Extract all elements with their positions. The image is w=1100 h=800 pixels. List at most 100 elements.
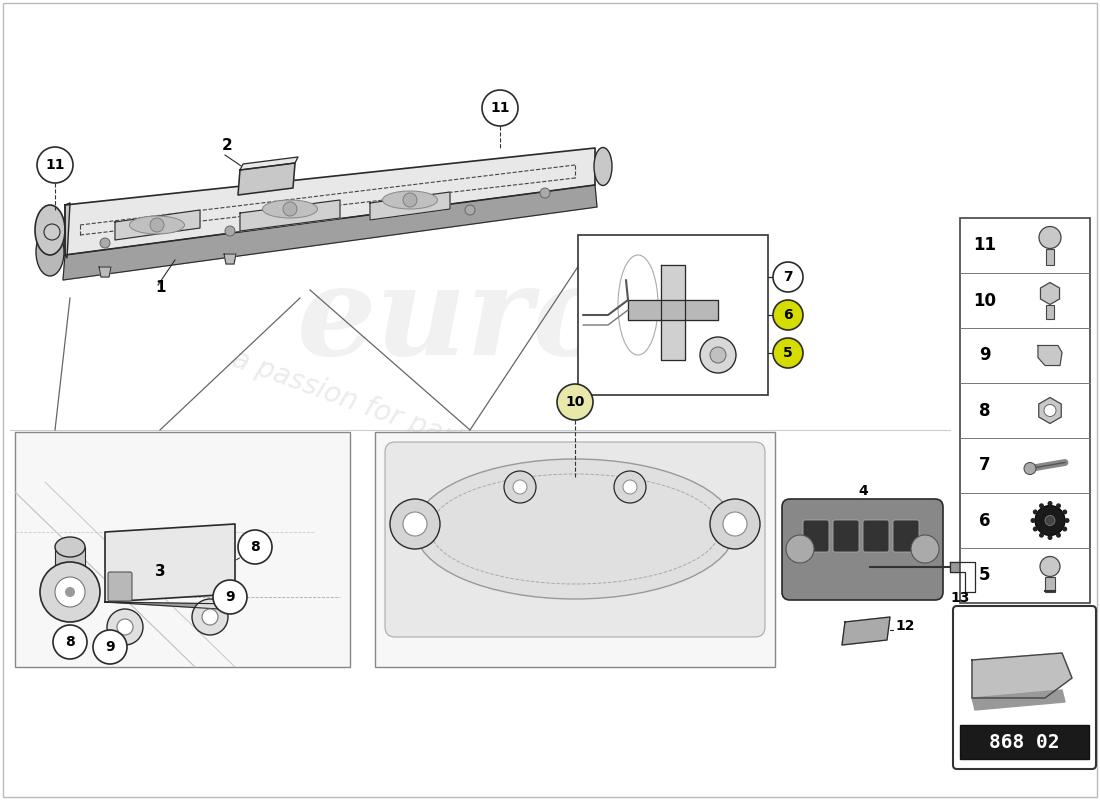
Ellipse shape [35, 205, 65, 255]
Circle shape [44, 224, 60, 240]
Polygon shape [224, 254, 236, 264]
FancyBboxPatch shape [1046, 249, 1054, 265]
Polygon shape [1038, 346, 1061, 366]
FancyBboxPatch shape [833, 520, 859, 552]
Circle shape [1047, 501, 1053, 506]
Circle shape [213, 580, 248, 614]
Text: a passion for parts since 1985: a passion for parts since 1985 [228, 345, 631, 515]
Text: 11: 11 [491, 101, 509, 115]
Text: 2: 2 [222, 138, 233, 153]
Circle shape [403, 512, 427, 536]
Circle shape [513, 480, 527, 494]
Polygon shape [950, 562, 975, 592]
Text: 7: 7 [979, 457, 991, 474]
Polygon shape [972, 690, 1065, 710]
Circle shape [1045, 515, 1055, 526]
Ellipse shape [55, 537, 85, 557]
Ellipse shape [263, 200, 318, 218]
Circle shape [1040, 503, 1044, 508]
Text: 8: 8 [250, 540, 260, 554]
Text: 8: 8 [65, 635, 75, 649]
Text: 7: 7 [783, 270, 793, 284]
Circle shape [55, 577, 85, 607]
Circle shape [1033, 510, 1037, 514]
Circle shape [202, 609, 218, 625]
Polygon shape [972, 653, 1072, 698]
FancyBboxPatch shape [803, 520, 829, 552]
Polygon shape [65, 203, 70, 258]
Circle shape [1040, 533, 1044, 538]
Circle shape [614, 471, 646, 503]
FancyBboxPatch shape [1045, 577, 1055, 591]
Polygon shape [65, 148, 595, 255]
Text: 5: 5 [783, 346, 793, 360]
Polygon shape [99, 267, 111, 277]
Circle shape [540, 188, 550, 198]
Circle shape [557, 384, 593, 420]
FancyBboxPatch shape [960, 725, 1089, 759]
Circle shape [1035, 506, 1065, 535]
Polygon shape [370, 192, 450, 220]
Circle shape [100, 238, 110, 248]
Circle shape [623, 480, 637, 494]
Text: 13: 13 [950, 591, 969, 605]
Circle shape [403, 193, 417, 207]
Text: 9: 9 [226, 590, 234, 604]
Polygon shape [661, 265, 685, 360]
Circle shape [1056, 533, 1062, 538]
Polygon shape [63, 185, 597, 280]
Circle shape [1033, 526, 1037, 531]
FancyBboxPatch shape [108, 572, 132, 601]
Circle shape [786, 535, 814, 563]
Text: 10: 10 [974, 291, 997, 310]
Circle shape [53, 625, 87, 659]
FancyBboxPatch shape [953, 606, 1096, 769]
FancyBboxPatch shape [375, 432, 776, 667]
Text: 12: 12 [895, 619, 914, 633]
Circle shape [465, 205, 475, 215]
Text: 1: 1 [155, 280, 165, 295]
FancyBboxPatch shape [960, 218, 1090, 603]
Circle shape [723, 512, 747, 536]
Circle shape [1040, 557, 1060, 577]
Polygon shape [116, 210, 200, 240]
Circle shape [1063, 526, 1067, 531]
Circle shape [773, 338, 803, 368]
FancyBboxPatch shape [1046, 305, 1054, 318]
Circle shape [238, 530, 272, 564]
Circle shape [773, 262, 803, 292]
Polygon shape [240, 200, 340, 231]
Ellipse shape [594, 147, 612, 186]
Ellipse shape [383, 191, 438, 209]
Polygon shape [842, 617, 890, 645]
Circle shape [150, 218, 164, 232]
Polygon shape [238, 163, 295, 195]
Circle shape [504, 471, 536, 503]
FancyBboxPatch shape [578, 235, 768, 395]
Circle shape [700, 337, 736, 373]
Circle shape [1044, 405, 1056, 417]
Text: 4: 4 [858, 484, 868, 498]
Text: 6: 6 [783, 308, 793, 322]
Ellipse shape [36, 228, 64, 276]
Circle shape [1024, 462, 1036, 474]
Circle shape [390, 499, 440, 549]
Polygon shape [104, 524, 235, 602]
Circle shape [192, 599, 228, 635]
Ellipse shape [415, 459, 735, 599]
Circle shape [94, 630, 126, 664]
FancyBboxPatch shape [864, 520, 889, 552]
Text: 3: 3 [155, 565, 165, 579]
Text: 8: 8 [979, 402, 991, 419]
FancyBboxPatch shape [782, 499, 943, 600]
Text: 11: 11 [45, 158, 65, 172]
Circle shape [773, 300, 803, 330]
Circle shape [710, 347, 726, 363]
Text: 11: 11 [974, 237, 997, 254]
Text: europ: europ [297, 259, 704, 381]
FancyBboxPatch shape [385, 442, 764, 637]
FancyBboxPatch shape [15, 432, 350, 667]
FancyBboxPatch shape [893, 520, 918, 552]
Circle shape [710, 499, 760, 549]
Circle shape [1056, 503, 1062, 508]
